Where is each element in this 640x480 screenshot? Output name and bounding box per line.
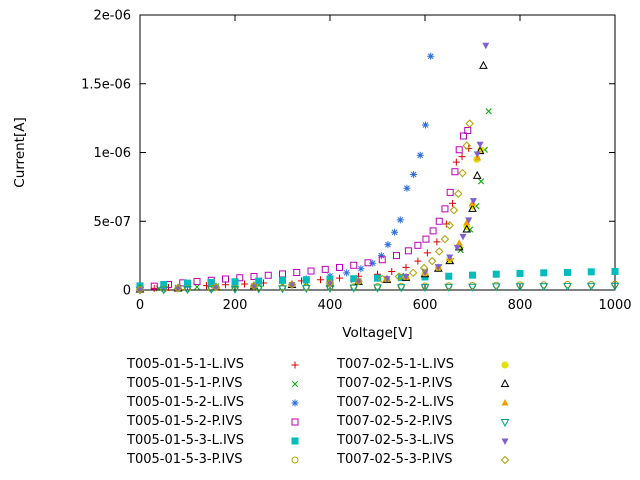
chart-legend: T005-01-5-1-L.IVS T005-01-5-1-P.IVS T005-0… [0, 355, 640, 469]
legend-label: T005-01-5-2-P.IVS [127, 414, 243, 429]
legend-item: T007-02-5-1-L.IVS [337, 355, 513, 374]
svg-text:1e-06: 1e-06 [93, 146, 131, 161]
legend-label: T007-02-5-2-L.IVS [337, 395, 454, 410]
triangle-open-marker-icon [500, 378, 510, 387]
svg-text:400: 400 [318, 298, 343, 313]
svg-text:2e-06: 2e-06 [93, 9, 131, 24]
legend-item: T005-01-5-3-L.IVS [127, 431, 303, 450]
legend-item: T007-02-5-1-P.IVS [337, 374, 513, 393]
legend-label: T007-02-5-1-L.IVS [337, 357, 454, 372]
svg-text:1.5e-06: 1.5e-06 [81, 77, 131, 92]
x-axis-title: Voltage[V] [342, 325, 412, 341]
plot-border [139, 14, 616, 291]
legend-label: T007-02-5-1-P.IVS [337, 376, 453, 391]
legend-item: T007-02-5-2-P.IVS [337, 412, 513, 431]
legend-label: T007-02-5-2-P.IVS [337, 414, 453, 429]
triangle-down-open-marker-icon [500, 418, 510, 427]
y-tick-labels: 0 5e-07 1e-06 1.5e-06 2e-06 [81, 9, 131, 299]
svg-text:600: 600 [413, 298, 438, 313]
svg-text:5e-07: 5e-07 [93, 215, 131, 230]
svg-text:0: 0 [136, 298, 144, 313]
legend-label: T005-01-5-1-L.IVS [127, 357, 244, 372]
svg-text:0: 0 [123, 284, 131, 299]
legend-label: T005-01-5-3-P.IVS [127, 452, 243, 467]
legend-item: T005-01-5-3-P.IVS [127, 450, 303, 469]
legend-item: T005-01-5-2-L.IVS [127, 393, 303, 412]
diamond-open-marker-icon [500, 455, 510, 464]
circle-open-marker-icon [291, 456, 299, 463]
svg-text:1000: 1000 [598, 298, 631, 313]
svg-text:200: 200 [223, 298, 248, 313]
legend-item: T005-01-5-2-P.IVS [127, 412, 303, 431]
legend-column-2: T007-02-5-1-L.IVS T007-02-5-1-P.IVS T007-0… [337, 355, 513, 469]
legend-label: T005-01-5-1-P.IVS [127, 376, 243, 391]
svg-text:800: 800 [508, 298, 533, 313]
circle-filled-marker-icon [501, 361, 509, 368]
x-tick-labels: 0 200 400 600 800 1000 [136, 298, 632, 313]
plus-marker-icon [291, 361, 299, 368]
legend-item: T007-02-5-3-P.IVS [337, 450, 513, 469]
legend-item: T005-01-5-1-L.IVS [127, 355, 303, 374]
legend-label: T007-02-5-3-P.IVS [337, 452, 453, 467]
series-T007-02-5-3-P.IVS [135, 119, 474, 294]
legend-item: T007-02-5-2-L.IVS [337, 393, 513, 412]
y-axis-title: Current[A] [12, 117, 28, 187]
square-filled-marker-icon [291, 437, 299, 444]
legend-column-1: T005-01-5-1-L.IVS T005-01-5-1-P.IVS T005-0… [127, 355, 303, 469]
cross-marker-icon [291, 380, 299, 387]
legend-label: T007-02-5-3-L.IVS [337, 433, 454, 448]
legend-label: T005-01-5-2-L.IVS [127, 395, 244, 410]
triangle-down-filled-marker-icon [501, 438, 509, 445]
triangle-filled-marker-icon [501, 398, 509, 405]
asterisk-marker-icon [291, 399, 299, 406]
legend-label: T005-01-5-3-L.IVS [127, 433, 244, 448]
legend-item: T007-02-5-3-L.IVS [337, 431, 513, 450]
square-open-marker-icon [291, 418, 299, 425]
legend-item: T005-01-5-1-P.IVS [127, 374, 303, 393]
iv-plot: 0 200 400 600 800 1000 0 5e-07 1e-06 1.5e-06 2e-06… [12, 9, 632, 342]
